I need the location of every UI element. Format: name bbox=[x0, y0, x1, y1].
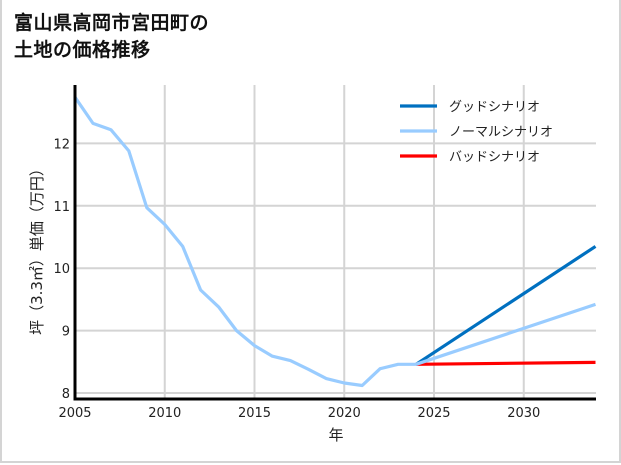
legend-label: ノーマルシナリオ bbox=[449, 125, 553, 140]
x-tick-label: 2005 bbox=[58, 406, 91, 421]
x-tick-label: 2015 bbox=[238, 406, 271, 421]
y-tick-label: 8 bbox=[62, 387, 70, 402]
axes bbox=[73, 85, 596, 401]
chart-title: 富山県高岡市宮田町の 土地の価格推移 bbox=[14, 10, 209, 64]
legend-label: バッドシナリオ bbox=[449, 150, 540, 165]
x-tick-label: 2020 bbox=[328, 406, 361, 421]
y-axis-label: 坪（3.3㎡）単価（万円） bbox=[28, 161, 46, 335]
y-tick-label: 10 bbox=[53, 262, 70, 277]
y-tick-label: 12 bbox=[53, 137, 70, 152]
y-tick-label: 9 bbox=[62, 325, 70, 340]
x-axis-label: 年 bbox=[328, 426, 343, 444]
x-tick-label: 2030 bbox=[507, 406, 540, 421]
x-tick-label: 2025 bbox=[417, 406, 450, 421]
x-tick-label: 2010 bbox=[148, 406, 181, 421]
data-series bbox=[73, 96, 597, 388]
tick-labels: 2005 2010 2015 2020 2025 2030 8 9 10 11 12 bbox=[53, 137, 540, 421]
chart-title-line1: 富山県高岡市宮田町の bbox=[14, 12, 210, 34]
series-line bbox=[415, 245, 597, 366]
y-tick-label: 11 bbox=[53, 200, 70, 215]
series-line bbox=[416, 360, 596, 366]
legend-label: グッドシナリオ bbox=[449, 100, 540, 115]
chart-title-line2: 土地の価格推移 bbox=[14, 39, 151, 61]
series-line bbox=[73, 96, 597, 388]
